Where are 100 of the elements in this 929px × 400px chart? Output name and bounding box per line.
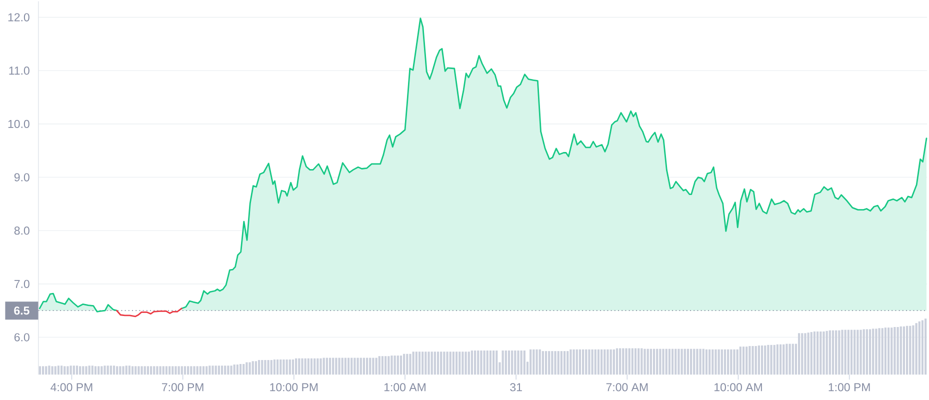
bar <box>492 350 495 375</box>
bar <box>896 327 899 375</box>
bar <box>866 329 868 375</box>
bar <box>254 361 257 375</box>
bar <box>646 348 649 375</box>
bar <box>140 366 143 375</box>
bar <box>872 328 874 375</box>
bar <box>94 366 97 375</box>
bar <box>449 352 452 375</box>
bar <box>686 348 690 375</box>
bar <box>85 366 88 375</box>
bar <box>918 321 920 375</box>
bar <box>804 333 806 375</box>
bar <box>208 366 211 375</box>
bar <box>924 318 927 375</box>
bar <box>838 330 840 375</box>
bar <box>165 366 168 375</box>
bar <box>702 348 704 375</box>
bar <box>138 366 140 375</box>
bar <box>409 354 412 375</box>
bar <box>758 345 760 375</box>
bar <box>644 348 646 375</box>
bar <box>690 348 692 375</box>
bar <box>742 346 745 375</box>
bar <box>242 364 245 375</box>
bar <box>767 344 770 375</box>
bar <box>320 358 322 375</box>
bar <box>746 346 748 375</box>
bar <box>554 351 556 375</box>
bar <box>400 356 402 375</box>
bar <box>868 329 872 375</box>
bar <box>218 366 220 375</box>
bar <box>134 366 137 375</box>
bar <box>727 349 730 375</box>
bar <box>468 352 470 375</box>
bar <box>881 328 884 375</box>
bar <box>443 352 446 375</box>
bar <box>696 348 698 375</box>
bar <box>798 333 800 375</box>
bar <box>301 358 304 375</box>
bar <box>551 351 554 375</box>
bar <box>776 344 778 375</box>
bar <box>770 344 772 375</box>
bar <box>616 348 618 375</box>
bar <box>884 328 886 375</box>
bar <box>828 330 831 375</box>
bar <box>860 330 862 375</box>
bar <box>720 349 723 375</box>
bar <box>542 351 544 375</box>
y-tick-label: 9.0 <box>14 173 30 182</box>
bar <box>273 359 276 375</box>
bar <box>110 366 112 375</box>
bar <box>280 359 282 375</box>
x-tick-label: 31 <box>510 383 522 392</box>
bar <box>106 366 109 375</box>
bar <box>544 351 548 375</box>
bar <box>486 350 488 375</box>
bar <box>227 366 230 375</box>
bar <box>912 325 914 375</box>
bar <box>335 358 338 375</box>
bar <box>288 359 291 375</box>
bar <box>752 346 754 375</box>
bar <box>718 349 720 375</box>
bar <box>517 350 520 375</box>
bar <box>91 366 94 375</box>
y-tick-label: 12.0 <box>8 13 30 22</box>
bar <box>202 366 205 375</box>
bar <box>98 366 100 375</box>
bar <box>162 366 164 375</box>
bar <box>856 330 859 375</box>
bar <box>604 349 606 375</box>
bar <box>578 349 582 375</box>
bar <box>187 366 190 375</box>
bar <box>424 352 427 375</box>
bar <box>258 360 260 375</box>
bar <box>640 348 643 375</box>
bar <box>705 349 708 375</box>
bar <box>786 344 788 375</box>
bar <box>668 348 670 375</box>
bar <box>125 366 128 375</box>
bar <box>146 366 149 375</box>
bar <box>104 366 106 375</box>
bar <box>436 352 440 375</box>
bar <box>282 359 285 375</box>
bar <box>462 352 464 375</box>
bar <box>100 366 103 375</box>
bar <box>489 350 492 375</box>
bar <box>523 350 526 375</box>
bar <box>295 358 298 375</box>
bar <box>915 323 918 375</box>
bar <box>850 330 853 375</box>
bar <box>714 349 717 375</box>
bar <box>764 345 766 375</box>
bar <box>708 349 711 375</box>
x-tick-label: 10:00 PM <box>270 383 318 392</box>
bar <box>733 349 736 375</box>
bar <box>378 356 380 375</box>
bar <box>326 358 328 375</box>
y-tick-label: 10.0 <box>8 120 30 128</box>
bar <box>131 366 134 375</box>
